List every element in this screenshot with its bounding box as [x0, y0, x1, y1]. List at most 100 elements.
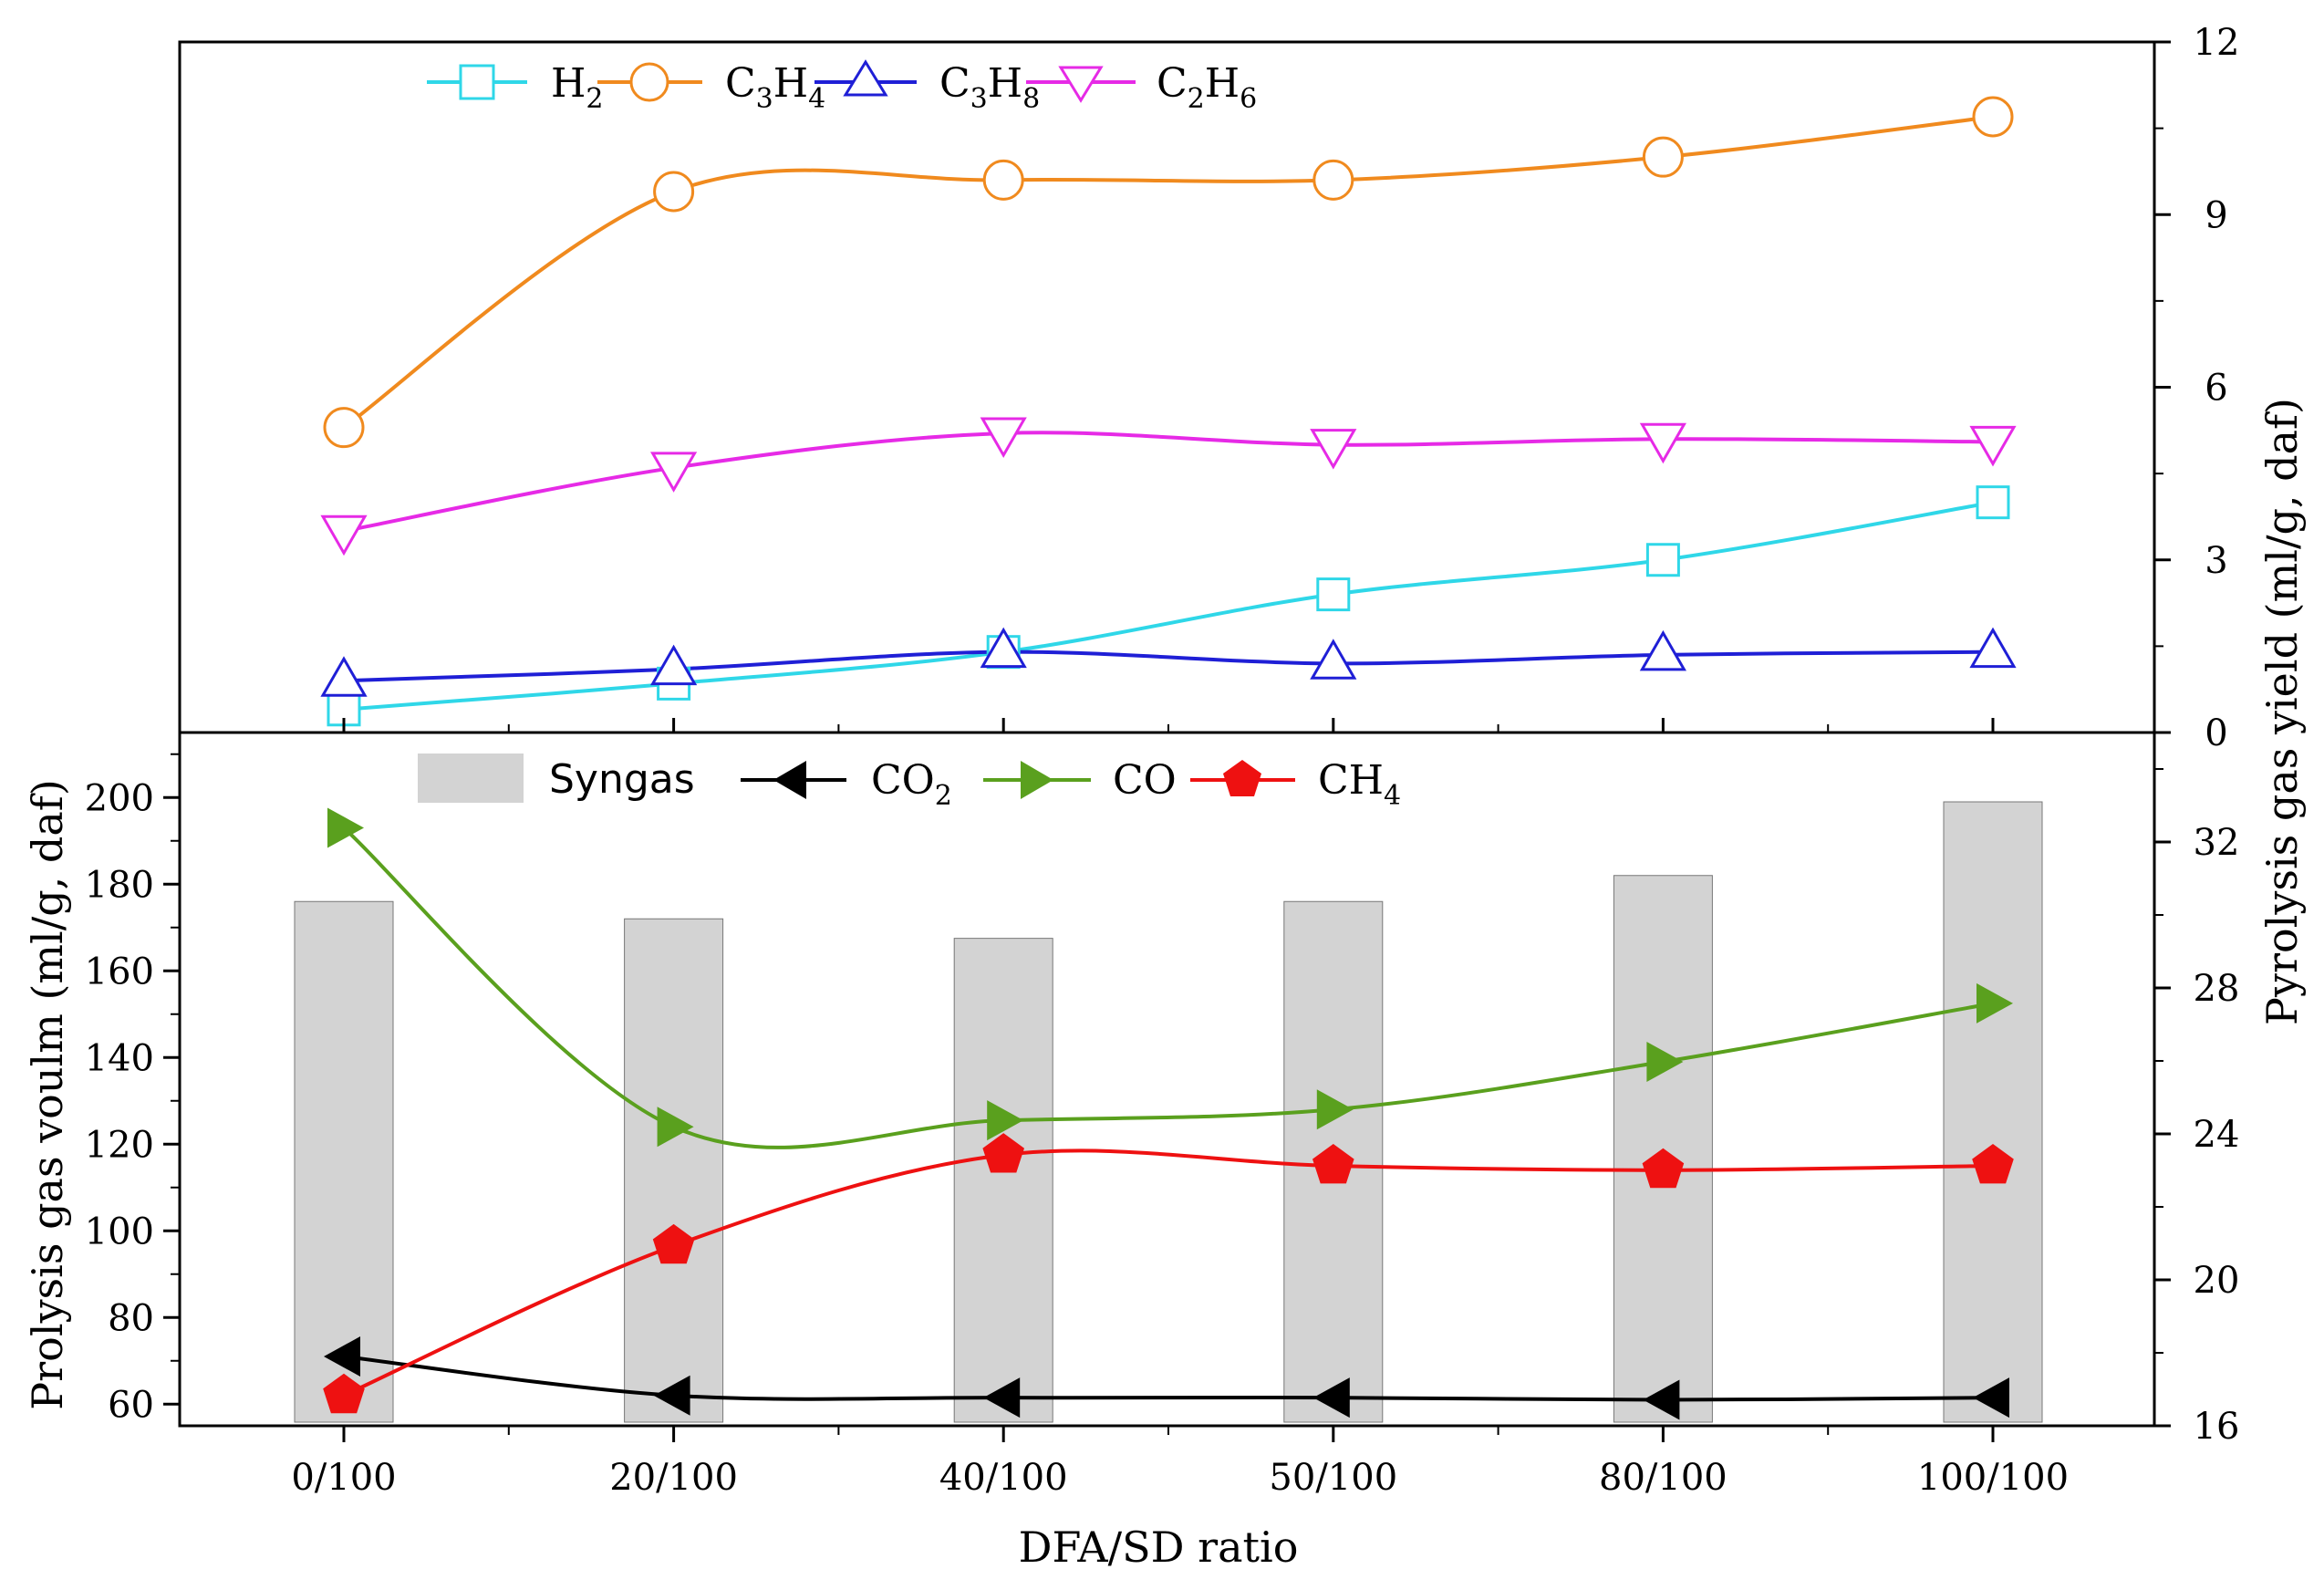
- legend-syngas-label: Syngas: [549, 756, 695, 803]
- top-c3h8-point-0: [320, 656, 368, 697]
- top-c3h4-point-0: [323, 407, 365, 449]
- top-y-tick-label-1: 3: [2205, 540, 2227, 582]
- bottom-co2-point-5: [1973, 1377, 2009, 1419]
- x-tick-label-1: 20/100: [609, 1457, 738, 1499]
- top-c3h8-point-4: [1639, 629, 1686, 671]
- top-c3h4-line: [342, 115, 1994, 430]
- legend-co-label: CO: [1113, 757, 1177, 804]
- bottom-right-y-tick-label-1: 20: [2194, 1260, 2240, 1302]
- bottom-co-point-5: [1976, 982, 2013, 1024]
- top-c3h4-point-1: [653, 171, 695, 213]
- legend-c3h8-label: C3H8: [939, 60, 1040, 115]
- bottom-co2-point-4: [1643, 1379, 1680, 1420]
- bottom-y-tick-label-6: 180: [85, 864, 154, 906]
- bottom-y-axis-title: Prolysis gas voulm (ml/g, daf): [23, 779, 72, 1410]
- top-c3h4-point-5: [1972, 96, 2014, 138]
- x-tick-label-5: 100/100: [1917, 1457, 2069, 1499]
- bottom-legend: Syngas CO2 CO CH4: [418, 753, 1401, 812]
- top-c3h4-point-2: [982, 159, 1024, 201]
- syngas-bar-1: [624, 918, 724, 1423]
- top-c3h8-point-5: [1969, 627, 2017, 669]
- legend-co2: CO2: [741, 757, 952, 812]
- series-markers-layer: [320, 96, 2017, 1420]
- legend-c2h6-marker: [1058, 66, 1104, 103]
- bottom-right-y-tick-label-4: 32: [2194, 822, 2240, 864]
- legend-syngas-swatch: [418, 753, 524, 803]
- top-c2h6-point-5: [1969, 425, 2017, 467]
- bottom-co2-point-2: [983, 1377, 1021, 1419]
- x-axis-title: DFA/SD ratio: [1019, 1522, 1299, 1572]
- syngas-bar-0: [294, 900, 394, 1423]
- bottom-ch4-point-2: [982, 1133, 1024, 1173]
- top-y-tick-label-3: 9: [2205, 194, 2227, 236]
- legend-c3h4-label: C3H4: [725, 60, 825, 115]
- bottom-co-point-2: [987, 1100, 1024, 1141]
- bottom-ch4-point-0: [323, 1373, 365, 1414]
- legend-syngas: Syngas: [418, 753, 695, 803]
- top-c3h4-point-4: [1642, 136, 1684, 178]
- x-tick-label-2: 40/100: [939, 1457, 1068, 1499]
- top-y-tick-label-4: 12: [2194, 22, 2240, 64]
- bottom-y-tick-label-3: 120: [85, 1124, 154, 1166]
- top-y-axis-title: Pyrolysis gas yield (ml/g, daf): [2257, 398, 2307, 1025]
- bottom-ch4-point-1: [652, 1223, 695, 1264]
- bottom-ch4-point-4: [1642, 1148, 1685, 1189]
- bottom-y-tick-label-1: 80: [108, 1297, 154, 1339]
- legend-co-marker: [1021, 761, 1053, 799]
- series-lines-layer: [342, 115, 1994, 1402]
- syngas-bar-2: [953, 938, 1053, 1423]
- top-c2h6-point-2: [980, 417, 1027, 458]
- top-legend: H2 C3H4 C3H8 C2H6: [427, 59, 1257, 115]
- bottom-co2-point-3: [1312, 1377, 1350, 1419]
- legend-ch4: CH4: [1190, 757, 1401, 812]
- legend-c3h8-marker: [843, 59, 888, 97]
- bottom-right-y-tick-label-0: 16: [2194, 1406, 2240, 1448]
- top-c3h8-point-2: [980, 627, 1027, 669]
- legend-co2-label: CO2: [871, 757, 952, 812]
- legend-c3h4: C3H4: [597, 60, 825, 115]
- top-c2h6-point-4: [1639, 422, 1686, 464]
- axes-layer: 0/100 20/100 40/100 50/100 80/100 100/100 0 3 6 9…: [85, 22, 2240, 1499]
- bottom-co2-point-0: [324, 1336, 360, 1377]
- x-tick-label-0: 0/100: [291, 1457, 396, 1499]
- legend-co2-marker: [773, 761, 806, 799]
- bottom-right-y-tick-label-3: 28: [2194, 968, 2240, 1010]
- bottom-ch4-line: [343, 1148, 1994, 1398]
- legend-ch4-marker: [1223, 760, 1261, 796]
- top-c2h6-point-3: [1310, 429, 1357, 470]
- top-c3h8-point-3: [1310, 639, 1357, 680]
- bottom-ch4-point-5: [1972, 1144, 2014, 1184]
- legend-c3h8: C3H8: [814, 59, 1040, 115]
- bottom-co-point-1: [657, 1107, 694, 1148]
- top-h2-point-4: [1645, 543, 1680, 577]
- legend-h2-marker: [459, 64, 495, 100]
- top-y-tick-label-2: 6: [2205, 368, 2227, 410]
- syngas-bar-5: [1943, 801, 2043, 1423]
- bottom-y-tick-label-7: 200: [85, 777, 154, 819]
- syngas-bars-layer: [294, 801, 2043, 1423]
- bottom-y-tick-label-0: 60: [108, 1384, 154, 1426]
- top-h2-point-5: [1976, 485, 2010, 520]
- legend-c3h4-marker: [629, 62, 669, 102]
- bottom-right-y-tick-label-2: 24: [2194, 1114, 2240, 1156]
- top-h2-line: [343, 500, 1994, 712]
- x-tick-label-3: 50/100: [1269, 1457, 1397, 1499]
- bottom-co-point-4: [1646, 1042, 1684, 1082]
- top-h2-point-3: [1316, 577, 1351, 612]
- top-c3h8-line: [343, 650, 1994, 683]
- legend-h2: H2: [427, 60, 603, 115]
- bottom-co-point-3: [1316, 1089, 1354, 1130]
- top-c2h6-line: [343, 431, 1994, 534]
- bottom-y-tick-label-2: 100: [85, 1211, 154, 1252]
- top-c3h8-point-1: [650, 644, 698, 686]
- legend-co: CO: [983, 757, 1177, 804]
- bottom-co2-line: [343, 1355, 1994, 1402]
- legend-h2-label: H2: [551, 60, 603, 115]
- legend-ch4-label: CH4: [1318, 757, 1401, 812]
- bottom-co-point-0: [327, 807, 364, 848]
- bottom-co2-point-1: [653, 1375, 690, 1416]
- bottom-y-tick-label-5: 160: [85, 951, 154, 992]
- top-c2h6-point-1: [650, 452, 698, 493]
- legend-c2h6: C2H6: [1026, 60, 1257, 115]
